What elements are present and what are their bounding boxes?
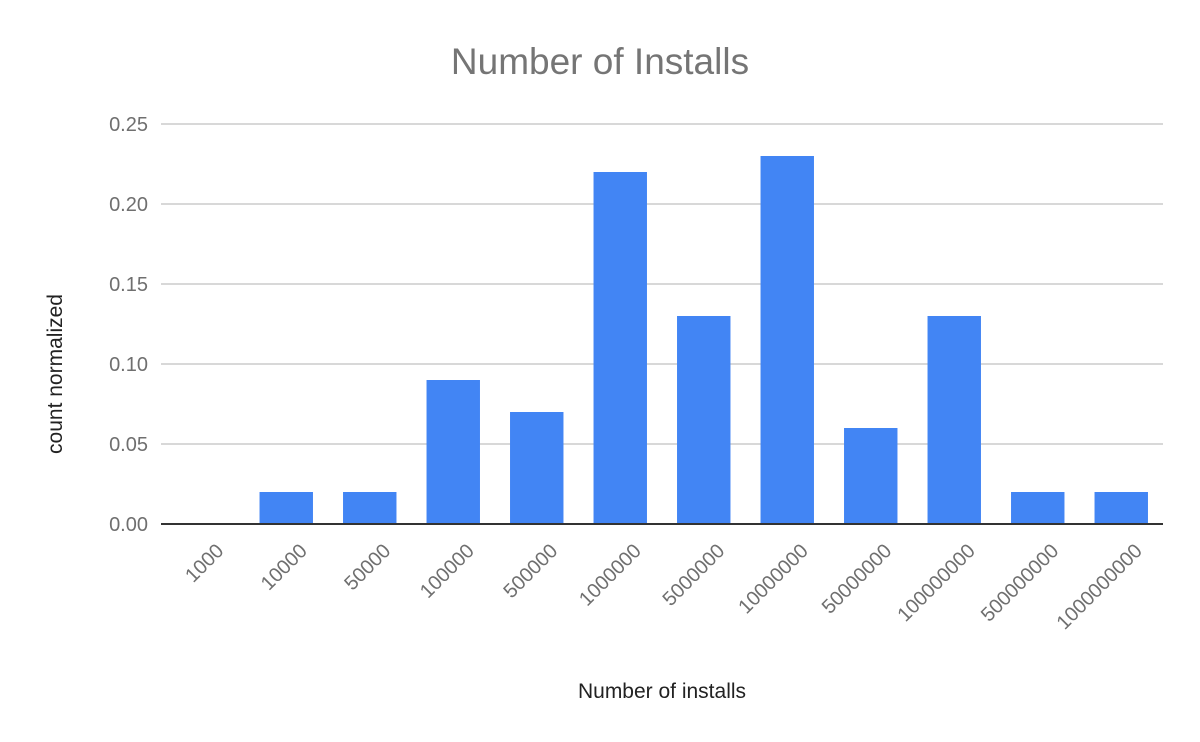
x-tick-label: 500000 <box>500 540 563 603</box>
x-tick-label: 50000 <box>340 540 395 595</box>
x-tick-label: 100000000 <box>893 540 979 626</box>
bars <box>259 156 1148 524</box>
bar <box>844 428 898 524</box>
x-tick-label: 100000 <box>416 540 479 603</box>
chart-title: Number of Installs <box>451 41 749 82</box>
bar <box>927 316 981 524</box>
y-tick-label: 0.15 <box>109 274 148 296</box>
y-tick-label: 0.25 <box>109 114 148 136</box>
x-axis-ticks: 1000 10000 50000 100000 500000 1000000 5000000… <box>181 540 1147 634</box>
bar <box>1094 492 1148 524</box>
gridlines <box>161 123 1163 445</box>
x-tick-label: 10000 <box>257 540 312 595</box>
x-tick-label: 1000 <box>181 540 228 587</box>
bar <box>259 492 313 524</box>
bar <box>343 492 397 524</box>
x-tick-label: 1000000 <box>575 540 646 611</box>
x-tick-label: 10000000 <box>734 540 812 618</box>
y-tick-label: 0.20 <box>109 194 148 216</box>
x-tick-label: 500000000 <box>977 540 1063 626</box>
bar <box>677 316 731 524</box>
bar <box>426 380 480 524</box>
x-axis-label: Number of installs <box>578 680 746 703</box>
y-tick-label: 0.10 <box>109 354 148 376</box>
y-axis-label: count normalized <box>44 294 67 454</box>
y-axis-ticks: 0.00 0.05 0.10 0.15 0.20 0.25 <box>109 114 148 536</box>
y-tick-label: 0.00 <box>109 514 148 536</box>
bar <box>760 156 814 524</box>
x-tick-label: 1000000000 <box>1053 540 1147 634</box>
x-tick-label: 50000000 <box>818 540 896 618</box>
x-tick-label: 5000000 <box>659 540 730 611</box>
bar <box>593 172 647 524</box>
y-tick-label: 0.05 <box>109 434 148 456</box>
bar <box>1011 492 1065 524</box>
bar <box>510 412 564 524</box>
